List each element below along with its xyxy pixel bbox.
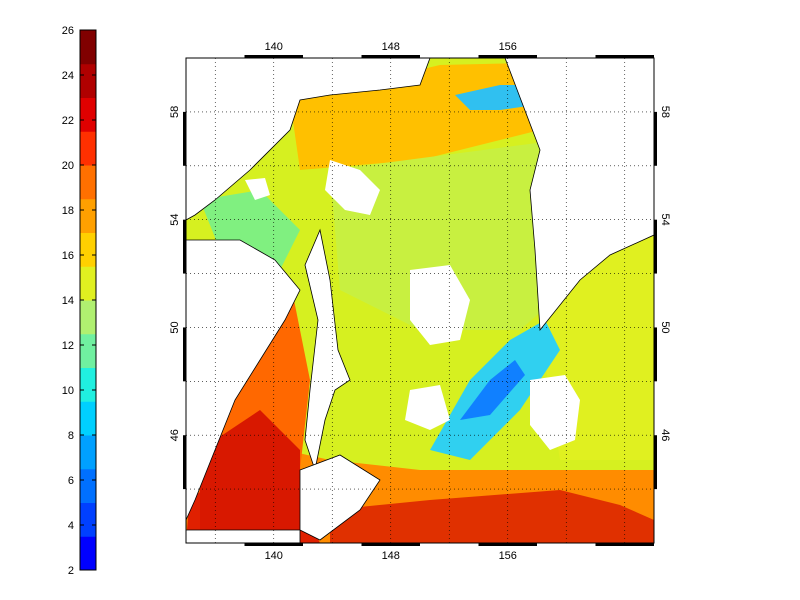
latitude-label-right: 58 <box>659 106 671 118</box>
latitude-label-right: 46 <box>659 429 671 441</box>
frame-segment <box>595 55 654 58</box>
colorbar-band <box>80 30 96 65</box>
longitude-label-top: 148 <box>382 41 400 53</box>
colorbar-band <box>80 536 96 571</box>
missing-data-4 <box>530 375 580 450</box>
frame-segment <box>183 111 186 166</box>
frame-segment <box>595 543 654 546</box>
colorbar-band <box>80 502 96 537</box>
longitude-label-bottom: 148 <box>382 550 400 562</box>
longitude-label-top: 156 <box>499 41 517 53</box>
sea-temperature-map: 140 140 148 148 156 156 46 46 50 50 54 54 58 58 <box>169 41 671 562</box>
frame-segment <box>183 435 186 490</box>
missing-data-5 <box>245 178 270 200</box>
latitude-label-right: 54 <box>659 214 671 226</box>
colorbar-band <box>80 63 96 98</box>
colorbar-bands <box>80 30 96 571</box>
longitude-label-top: 140 <box>265 41 283 53</box>
colorbar-tick-label: 14 <box>62 295 74 307</box>
colorbar-tick-label: 26 <box>62 25 74 37</box>
frame-segment <box>654 219 657 274</box>
sea-field-south-hot-2 <box>330 490 654 543</box>
colorbar-band <box>80 333 96 368</box>
missing-data-1 <box>325 160 380 215</box>
land-honshu <box>186 529 301 543</box>
colorbar-tick-label: 12 <box>62 340 74 352</box>
colorbar-band <box>80 266 96 301</box>
colorbar-band <box>80 198 96 233</box>
missing-data-3 <box>405 385 450 430</box>
frame-segment <box>244 55 303 58</box>
frame-segment <box>244 543 303 546</box>
latitude-label-left: 58 <box>169 106 181 118</box>
colorbar-tick-label: 2 <box>68 565 74 577</box>
colorbar-band <box>80 300 96 335</box>
latitude-label-left: 54 <box>169 214 181 226</box>
longitude-label-bottom: 140 <box>265 550 283 562</box>
colorbar-band <box>80 401 96 436</box>
missing-data-2 <box>410 265 470 345</box>
colorbar-tick-label: 4 <box>68 520 74 532</box>
axis-labels: 140 140 148 148 156 156 46 46 50 50 54 54 58 58 <box>169 41 671 562</box>
land-asia-north <box>186 58 431 221</box>
latitude-label-left: 50 <box>169 321 181 333</box>
colorbar-tick-label: 18 <box>62 205 74 217</box>
frame-segment <box>183 219 186 274</box>
frame-segment <box>361 55 420 58</box>
colorbar-tick-label: 10 <box>62 385 74 397</box>
frame-segment <box>478 543 537 546</box>
frame-segment <box>654 435 657 490</box>
colorbar-tick-label: 22 <box>62 115 74 127</box>
colorbar-band <box>80 367 96 402</box>
frame-segment <box>654 111 657 166</box>
frame-segment <box>654 327 657 382</box>
frame-segment <box>478 55 537 58</box>
graticule <box>186 58 654 543</box>
sea-field-kuril-core <box>460 360 525 420</box>
colorbar-band <box>80 435 96 470</box>
colorbar-band <box>80 97 96 132</box>
land-kamchatka <box>504 58 654 332</box>
frame-ticks <box>183 55 657 546</box>
frame-segment <box>361 543 420 546</box>
colorbar-tick-label: 16 <box>62 250 74 262</box>
land-sakhalin <box>304 228 351 472</box>
colorbar-tick-label: 20 <box>62 160 74 172</box>
colorbar-band <box>80 232 96 267</box>
colorbar-tick-label: 8 <box>68 430 74 442</box>
colorbar-tick-label: 6 <box>68 475 74 487</box>
colorbar-band <box>80 131 96 166</box>
latitude-label-left: 46 <box>169 429 181 441</box>
colorbar-tick-label: 24 <box>62 70 74 82</box>
land-asia-mainland <box>186 239 301 521</box>
frame-segment <box>183 327 186 382</box>
sea-field-japan-sea-hot <box>200 410 300 530</box>
longitude-label-bottom: 156 <box>499 550 517 562</box>
latitude-label-right: 50 <box>659 321 671 333</box>
colorbar-band <box>80 468 96 503</box>
colorbar-band <box>80 165 96 200</box>
